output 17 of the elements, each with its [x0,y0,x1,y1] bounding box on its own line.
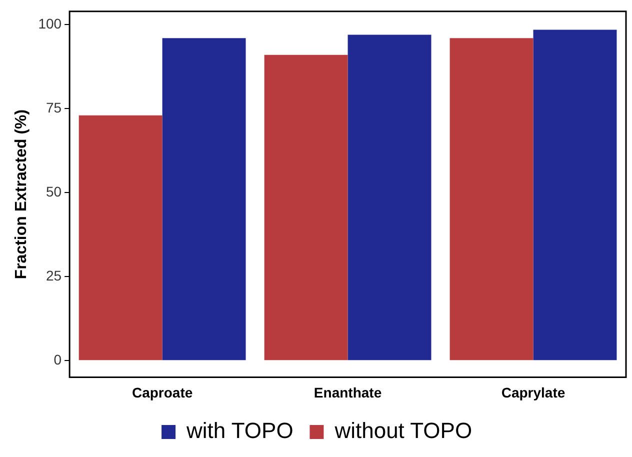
x-tick-label: Caprylate [501,384,566,400]
y-tick-label: 100 [38,16,62,32]
legend-label: without TOPO [334,418,472,444]
y-tick-label: 0 [54,351,62,368]
x-tick-label: Enanthate [314,384,382,400]
bar [533,30,617,360]
y-axis-title: Fraction Extracted (%) [13,109,30,280]
bar [162,38,246,360]
bar [78,115,162,360]
legend-label: with TOPO [186,418,294,444]
bar [450,38,534,360]
x-tick-label: Caproate [132,384,193,400]
y-tick-label: 75 [46,100,62,116]
y-tick-label: 25 [46,267,62,284]
bar [264,54,348,360]
bar [348,34,432,360]
y-tick-label: 50 [46,183,62,200]
